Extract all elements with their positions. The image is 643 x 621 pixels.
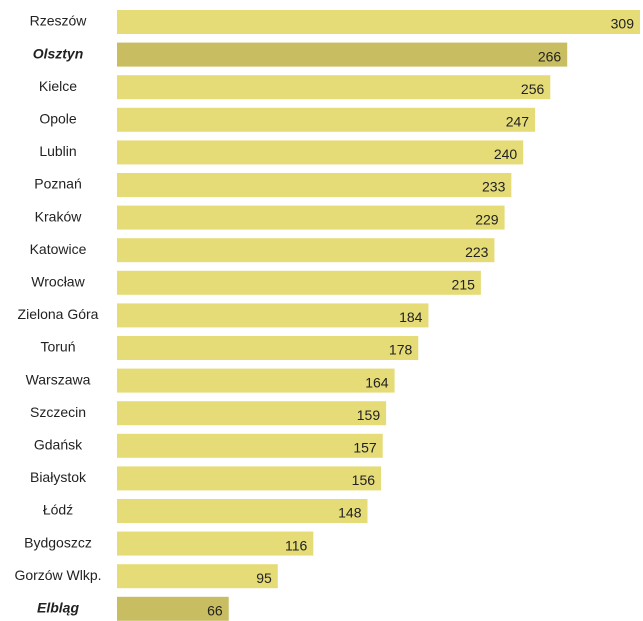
- category-label: Kraków: [35, 208, 83, 224]
- category-label: Wrocław: [31, 274, 85, 290]
- bar: [117, 596, 229, 621]
- bar: [117, 531, 314, 556]
- bar: [117, 270, 481, 295]
- category-label: Kielce: [39, 78, 77, 94]
- bar: [117, 10, 640, 34]
- bar: [117, 140, 524, 165]
- category-label: Bydgoszcz: [24, 534, 92, 550]
- bar: [117, 466, 382, 491]
- value-label: 215: [452, 277, 476, 293]
- value-label: 159: [357, 407, 381, 423]
- value-label: 256: [521, 81, 545, 97]
- bar: [117, 42, 568, 67]
- value-label: 233: [482, 179, 506, 195]
- value-label: 229: [475, 211, 499, 227]
- bar: [117, 336, 419, 360]
- category-label: Szczecin: [30, 404, 86, 420]
- category-label: Poznań: [34, 176, 81, 192]
- value-label: 184: [399, 309, 423, 325]
- category-label: Toruń: [40, 339, 75, 355]
- category-label: Rzeszów: [30, 13, 88, 29]
- category-label: Gdańsk: [34, 437, 83, 453]
- category-label: Gorzów Wlkp.: [14, 567, 101, 583]
- bar: [117, 564, 278, 589]
- bar: [117, 303, 429, 328]
- value-label: 178: [389, 342, 413, 358]
- value-label: 223: [465, 244, 489, 260]
- category-label: Białystok: [30, 469, 87, 485]
- value-label: 95: [256, 570, 272, 586]
- value-label: 240: [494, 146, 518, 162]
- category-label: Elbląg: [37, 600, 79, 616]
- category-label: Łódź: [43, 502, 73, 518]
- value-label: 309: [611, 16, 635, 32]
- category-label: Olsztyn: [33, 45, 84, 61]
- bar: [117, 433, 383, 458]
- bar: [117, 238, 495, 263]
- value-label: 148: [338, 505, 362, 521]
- category-label: Katowice: [30, 241, 87, 257]
- value-label: 156: [352, 472, 376, 488]
- value-label: 157: [353, 440, 377, 456]
- value-label: 116: [285, 537, 308, 553]
- bar: [117, 75, 551, 100]
- category-label: Zielona Góra: [18, 306, 99, 322]
- bar: [117, 107, 536, 132]
- bar: [117, 401, 387, 426]
- value-label: 247: [506, 114, 530, 130]
- category-label: Opole: [39, 111, 77, 127]
- value-label: 66: [207, 603, 223, 619]
- value-label: 266: [538, 48, 562, 64]
- bar: [117, 499, 368, 523]
- category-label: Warszawa: [26, 371, 91, 387]
- bar: [117, 368, 395, 393]
- bar: [117, 173, 512, 197]
- bar: [117, 205, 505, 230]
- category-label: Lublin: [39, 143, 76, 159]
- value-label: 164: [365, 374, 389, 390]
